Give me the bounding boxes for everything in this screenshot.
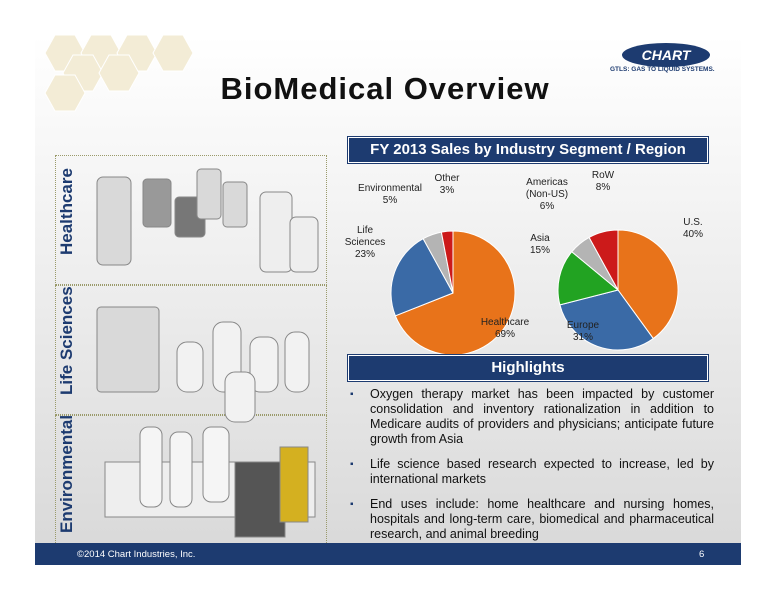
segment-panel [55,155,327,285]
slice-label: U.S. 40% [673,217,713,241]
slice-label: Healthcare 69% [475,317,535,341]
slice-label: Asia 15% [520,233,560,257]
slice-label: Life Sciences 23% [340,225,390,261]
pie-charts [390,229,679,355]
pie-slice [617,229,679,340]
pie-slice [557,251,620,306]
slice-value: 31% [572,332,593,343]
slice-value: 15% [529,245,550,256]
slice-label: Americas (Non-US) 6% [522,177,572,213]
chart-title: FY 2013 Sales by Industry Segment / Regi… [348,137,708,163]
slice-category: Life Sciences [344,225,386,248]
slide: BioMedical Overview CHART GTLS: GAS TO L… [35,35,741,565]
slice-value: 8% [595,182,611,193]
highlights-list: Oxygen therapy market has been impacted … [348,387,714,552]
copyright: ©2014 Chart Industries, Inc. [77,549,196,560]
slice-label: Europe 31% [558,320,608,344]
slice-category: Americas (Non-US) [525,177,569,200]
tagline: GTLS: GAS TO LIQUID SYSTEMS. [610,66,715,73]
logo: CHART [642,47,692,63]
highlight-item: Oxygen therapy market has been impacted … [348,387,714,447]
segment-label: Environmental [57,414,76,533]
slice-category: Other [434,173,460,184]
slice-label: RoW 8% [588,170,618,194]
product-photos [96,168,319,538]
slice-category: Europe [566,320,600,331]
pie-slice [394,230,516,355]
pie-slice [559,289,654,351]
footer: ©2014 Chart Industries, Inc. 6 [35,543,741,565]
slice-category: Healthcare [480,317,530,328]
slice-category: U.S. [683,217,703,228]
slice-value: 69% [494,329,515,340]
segment-label: Life Sciences [57,286,76,395]
segment-label: Healthcare [57,168,76,255]
slice-category: Asia [530,233,550,244]
slice-label: Environmental 5% [350,183,430,207]
hex-decoration [44,35,194,112]
slice-label: Other 3% [432,173,462,197]
slice-category: RoW [591,170,615,181]
logo-mark: CHART [622,43,710,67]
pie-slice [390,237,454,317]
highlight-item: Life science based research expected to … [348,457,714,487]
slice-category: Environmental [358,183,422,194]
highlights-title: Highlights [348,355,708,381]
slide-title: BioMedical Overview [220,71,550,106]
slice-value: 23% [354,249,375,260]
slice-value: 40% [682,229,703,240]
pie-slice [440,230,454,294]
slice-value: 3% [439,185,455,196]
slice-value: 6% [539,201,555,212]
slice-value: 5% [382,195,398,206]
segment-panel [55,285,327,415]
highlight-item: End uses include: home healthcare and nu… [348,497,714,542]
pie-slice [588,229,619,291]
page-number: 6 [699,549,705,560]
